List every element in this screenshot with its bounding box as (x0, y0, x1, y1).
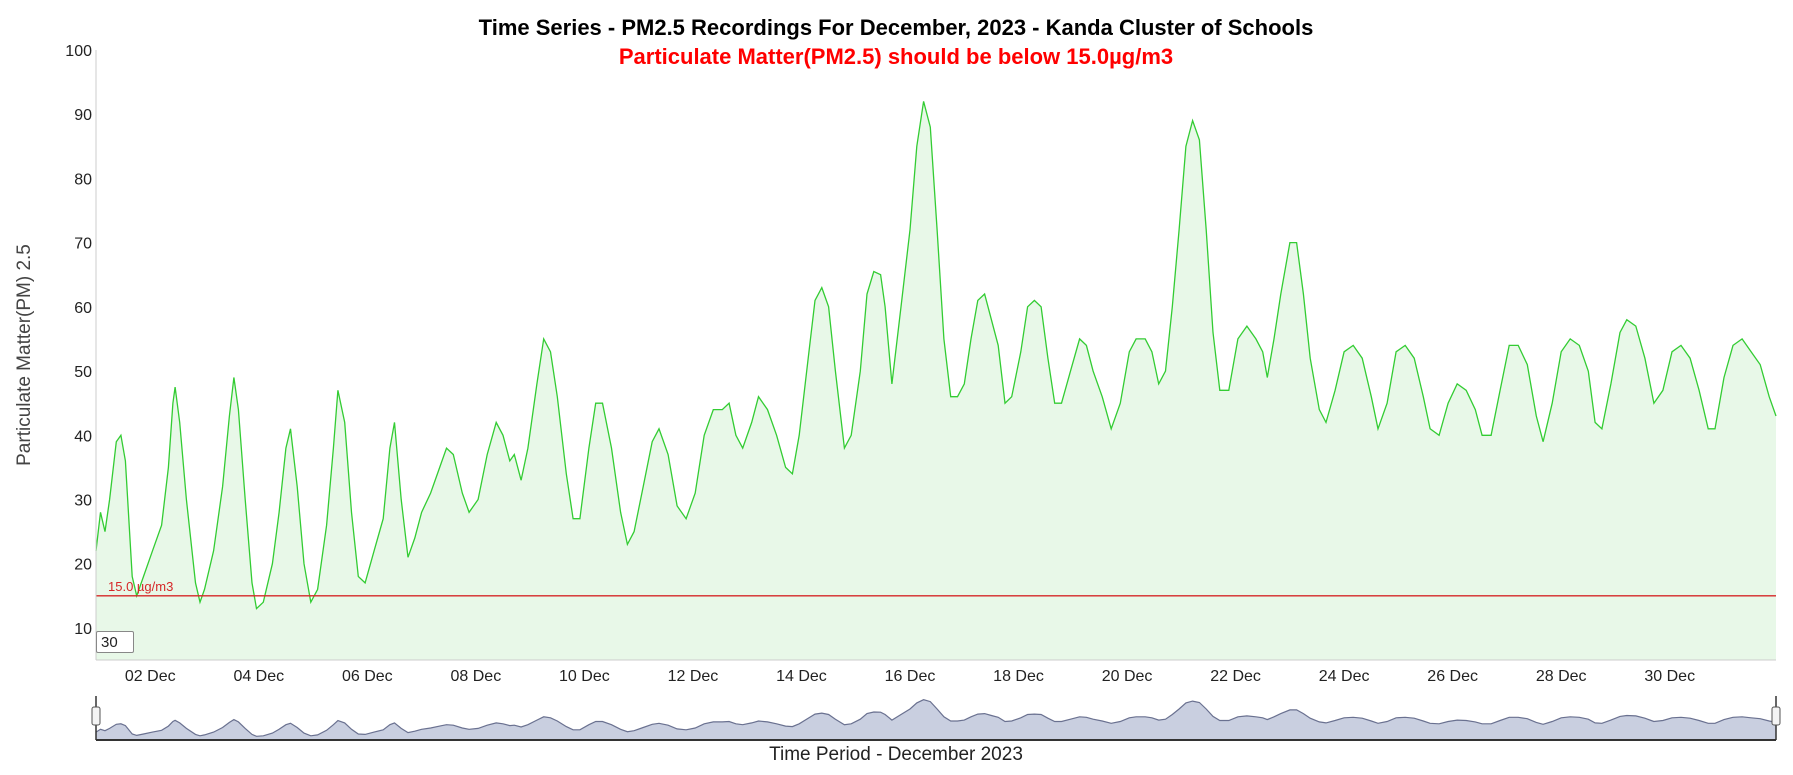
chart-subtitle: Particulate Matter(PM2.5) should be belo… (619, 44, 1173, 69)
y-axis: 10 20 30 40 50 60 70 80 90 100 (65, 43, 97, 660)
x-tick-labels: 02 Dec 04 Dec 06 Dec 08 Dec 10 Dec 12 Dec 14 D… (125, 668, 1695, 685)
x-tick-label: 16 Dec (885, 668, 936, 685)
x-tick-label: 28 Dec (1536, 668, 1587, 685)
x-axis-label: Time Period - December 2023 (769, 744, 1023, 765)
x-axis: 02 Dec 04 Dec 06 Dec 08 Dec 10 Dec 12 Dec 14 D… (96, 659, 1776, 685)
y-axis-label: Particulate Matter(PM) 2.5 (14, 244, 35, 466)
plot-area: 15.0 µg/m3 (95, 101, 1777, 660)
y-tick-label: 30 (74, 492, 92, 509)
y-tick-label: 100 (65, 43, 92, 60)
navigator-series-line (95, 699, 1777, 737)
y-tick-label: 10 (74, 621, 92, 638)
y-tick-label: 60 (74, 300, 92, 317)
y-tick-label: 40 (74, 428, 92, 445)
x-tick-label: 24 Dec (1319, 668, 1370, 685)
x-tick-label: 14 Dec (776, 668, 827, 685)
rolling-period-input[interactable]: 30 (96, 631, 134, 653)
y-tick-label: 70 (74, 236, 92, 253)
pm25-series-line (95, 101, 1777, 610)
x-tick-label: 26 Dec (1427, 668, 1478, 685)
navigator-left-grip[interactable] (91, 706, 101, 726)
navigator-area-fill (96, 699, 1776, 740)
pm25-area-fill (96, 101, 1776, 660)
threshold-label: 15.0 µg/m3 (108, 579, 173, 594)
x-tick-label: 06 Dec (342, 668, 393, 685)
x-tick-label: 02 Dec (125, 668, 176, 685)
x-tick-label: 08 Dec (451, 668, 502, 685)
y-tick-label: 90 (74, 107, 92, 124)
x-tick-label: 20 Dec (1102, 668, 1153, 685)
x-tick-label: 10 Dec (559, 668, 610, 685)
y-tick-label: 80 (74, 171, 92, 188)
range-navigator[interactable] (91, 696, 1781, 741)
navigator-right-handle[interactable] (1771, 696, 1781, 740)
x-tick-label: 30 Dec (1644, 668, 1695, 685)
chart-title: Time Series - PM2.5 Recordings For Decem… (479, 15, 1314, 40)
y-tick-label: 50 (74, 364, 92, 381)
navigator-right-grip[interactable] (1771, 706, 1781, 726)
y-tick-labels: 10 20 30 40 50 60 70 80 90 100 (65, 43, 92, 638)
navigator-left-handle[interactable] (91, 696, 101, 740)
x-tick-label: 04 Dec (233, 668, 284, 685)
x-tick-label: 18 Dec (993, 668, 1044, 685)
x-tick-label: 22 Dec (1210, 668, 1261, 685)
y-tick-label: 20 (74, 557, 92, 574)
x-tick-label: 12 Dec (668, 668, 719, 685)
